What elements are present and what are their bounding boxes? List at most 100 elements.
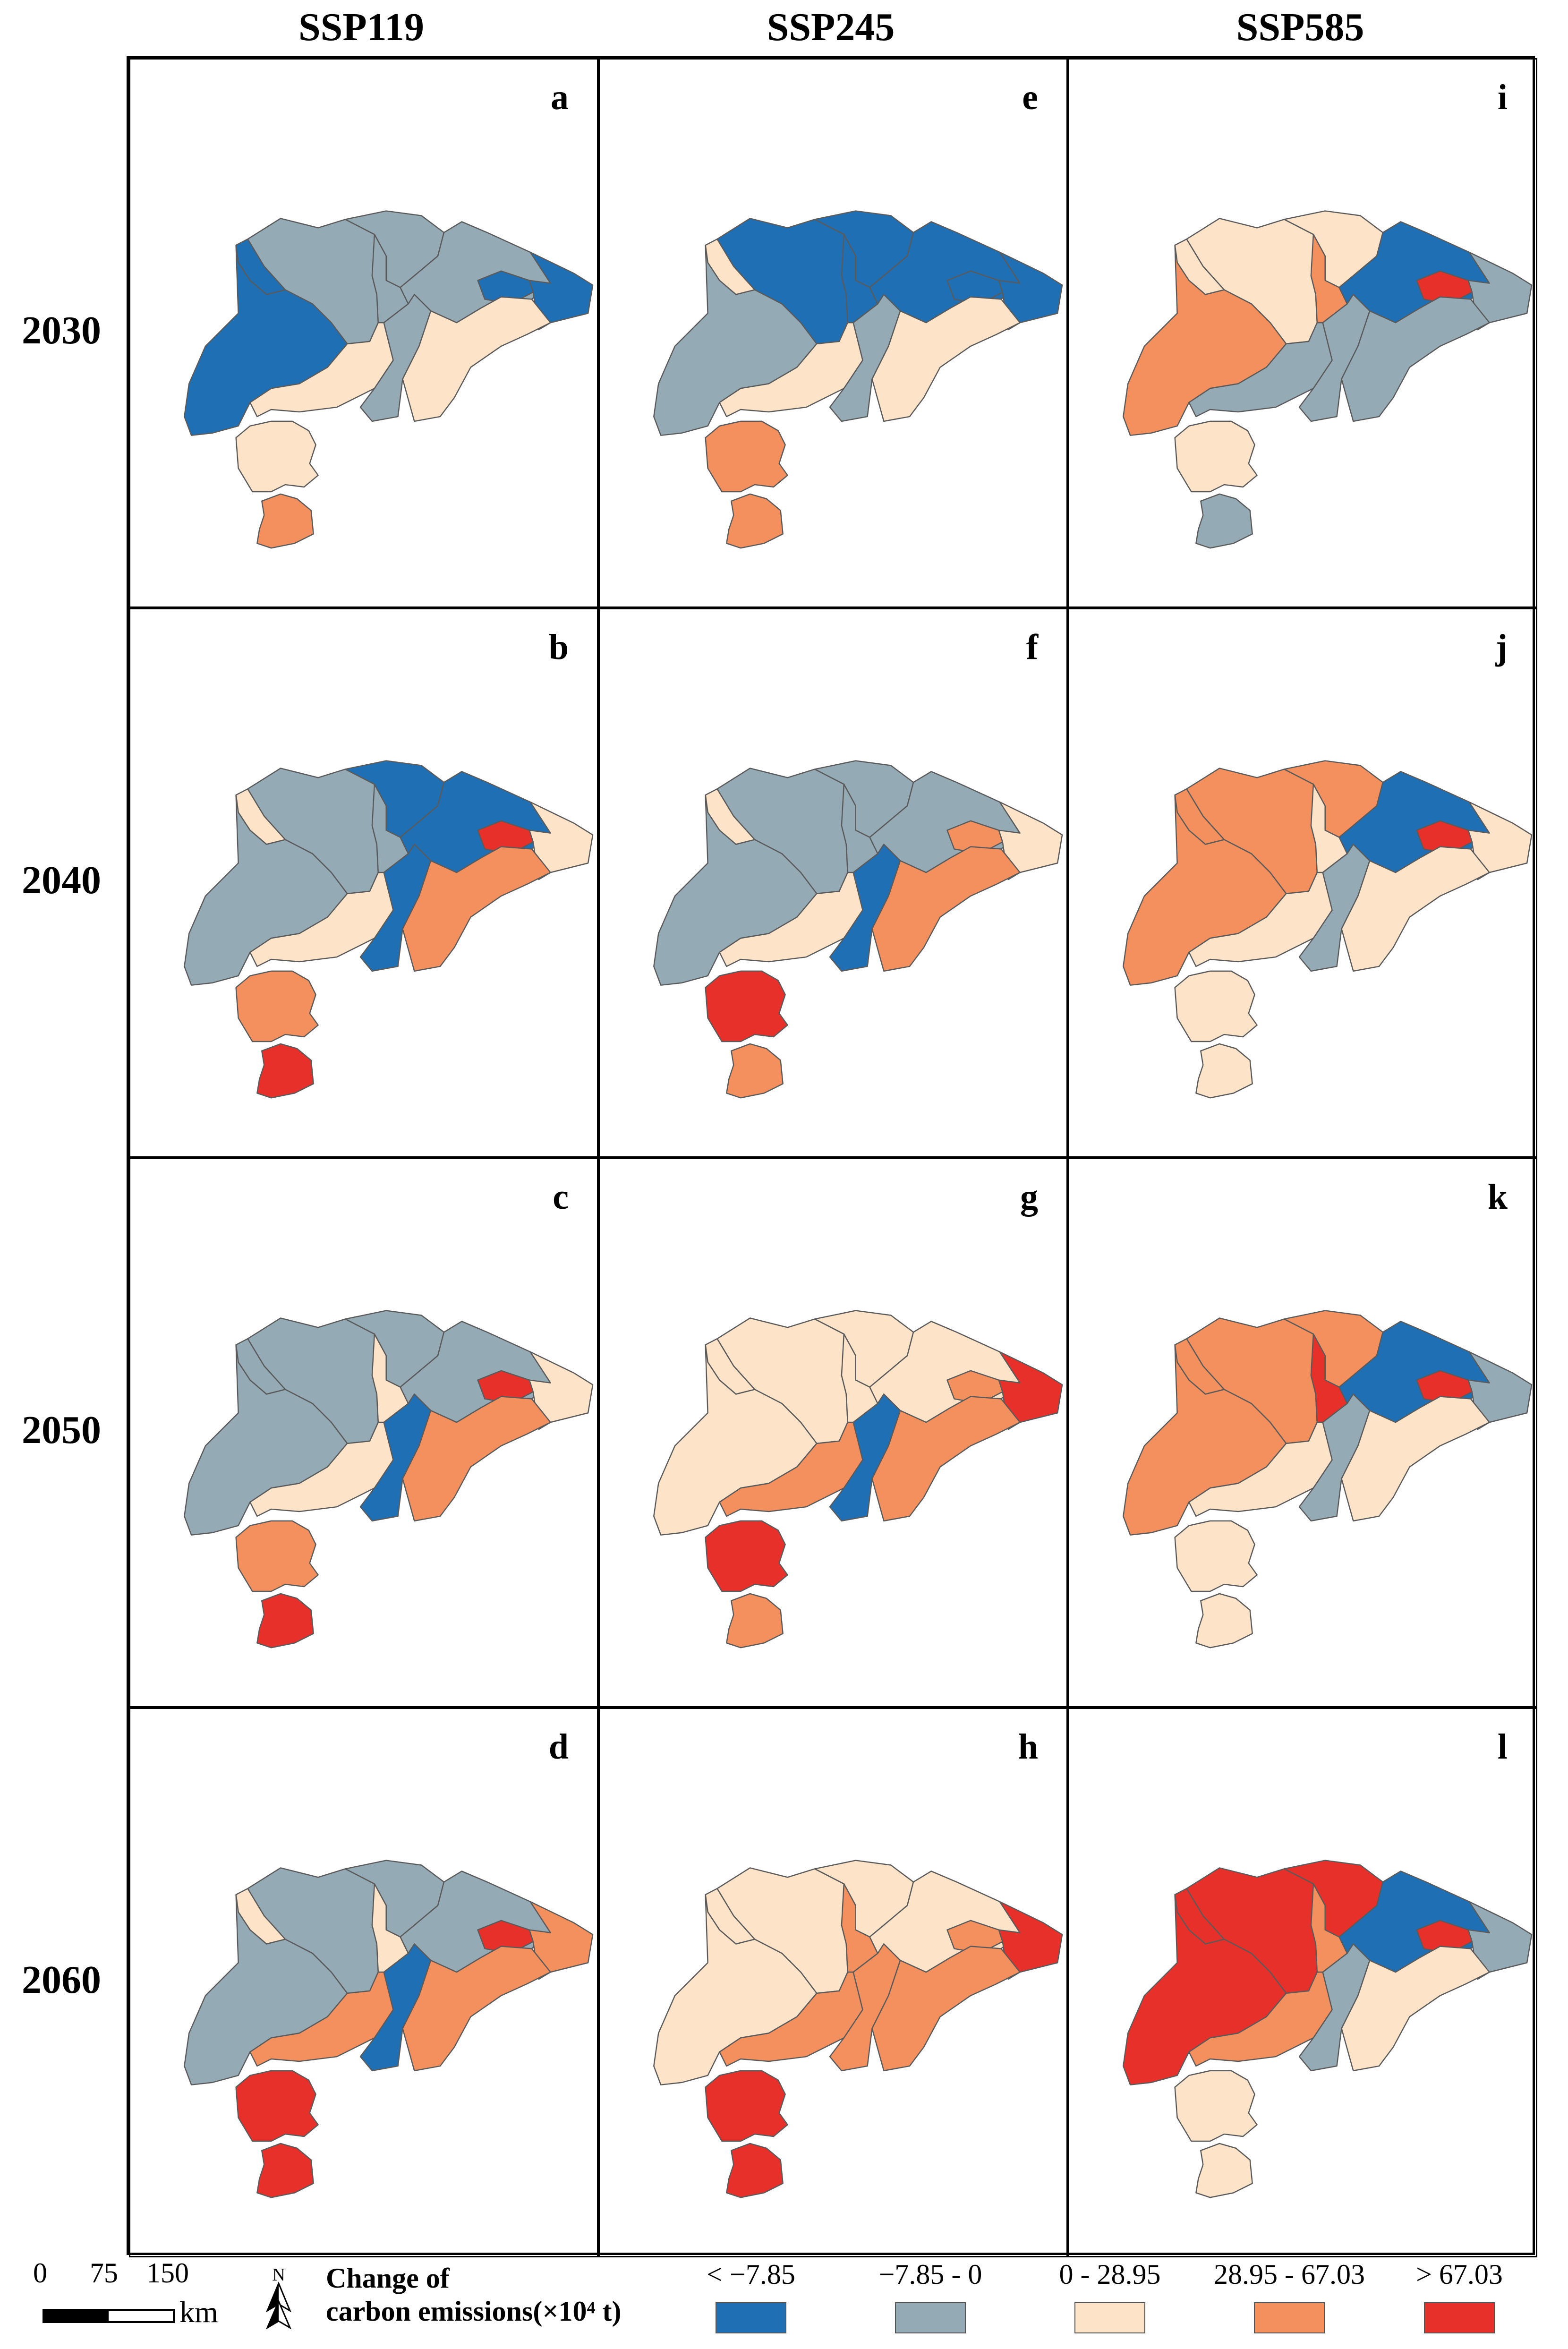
legend-title-line1: Change of [326,2263,450,2294]
map-panel-g[interactable]: g [598,1158,1068,1708]
map-panel-l[interactable]: l [1068,1708,1537,2257]
region-12[interactable] [402,1946,551,2072]
map-panel-d[interactable]: d [129,1708,598,2257]
legend-item-2: −7.85 - 0 [822,2258,1039,2333]
panel-letter: h [1018,1727,1038,1767]
region-13[interactable] [726,493,784,549]
region-12[interactable] [871,296,1021,422]
legend-swatch [1424,2302,1495,2333]
legend-label: 0 - 28.95 [1059,2259,1161,2290]
map-canvas [653,1860,1063,2198]
region-12[interactable] [871,1396,1021,1522]
legend-label: > 67.03 [1416,2259,1503,2290]
region-6[interactable] [1123,244,1287,436]
region-6[interactable] [1123,794,1287,986]
panel-letter: j [1495,627,1508,667]
region-10[interactable] [829,1393,901,1522]
region-13[interactable] [726,2143,784,2198]
map-panel-c[interactable]: c [129,1158,598,1708]
map-canvas [653,210,1063,549]
region-11[interactable] [235,1520,319,1592]
region-13[interactable] [256,2143,314,2198]
region-10[interactable] [1298,844,1371,972]
region-10[interactable] [829,844,901,972]
region-12[interactable] [1341,296,1490,422]
map-canvas [184,1860,594,2198]
region-11[interactable] [705,1520,788,1592]
map-panel-a[interactable]: a [129,58,598,608]
column-header-ssp119: SSP119 [298,5,425,49]
region-12[interactable] [1341,846,1490,972]
map-canvas [1123,1310,1533,1649]
map-panel-i[interactable]: i [1068,58,1537,608]
region-11[interactable] [235,420,319,493]
map-canvas [1123,1860,1533,2198]
region-10[interactable] [1298,294,1371,422]
legend-item-3: 0 - 28.95 [1001,2258,1219,2333]
region-11[interactable] [1174,1520,1258,1592]
region-6[interactable] [184,794,348,986]
region-11[interactable] [705,970,788,1042]
region-11[interactable] [705,2070,788,2142]
region-12[interactable] [1341,1946,1490,2072]
region-6[interactable] [653,1344,818,1536]
region-13[interactable] [726,1043,784,1099]
region-12[interactable] [402,296,551,422]
map-panel-f[interactable]: f [598,608,1068,1158]
region-12[interactable] [871,1946,1021,2072]
legend-title-line2: carbon emissions(×10⁴ t) [326,2296,622,2327]
map-panel-b[interactable]: b [129,608,598,1158]
panel-letter: d [548,1727,569,1767]
region-10[interactable] [1298,1943,1371,2072]
panel-letter: a [551,77,569,117]
region-10[interactable] [1298,1393,1371,1522]
region-10[interactable] [829,294,901,422]
region-13[interactable] [256,1593,314,1649]
legend-label: 28.95 - 67.03 [1214,2259,1365,2290]
region-11[interactable] [1174,2070,1258,2142]
region-6[interactable] [653,794,818,986]
region-10[interactable] [359,294,432,422]
region-13[interactable] [256,1043,314,1099]
region-10[interactable] [359,844,432,972]
north-arrow-icon: N [265,2265,292,2330]
panel-letter: k [1487,1177,1508,1217]
region-10[interactable] [829,1943,901,2072]
region-11[interactable] [235,970,319,1042]
region-12[interactable] [871,846,1021,972]
region-12[interactable] [1341,1396,1490,1522]
column-header-ssp585: SSP585 [1236,5,1364,49]
region-6[interactable] [184,1344,348,1536]
legend-swatch [1254,2302,1325,2333]
region-11[interactable] [705,420,788,493]
panel-letter: l [1497,1727,1508,1767]
region-10[interactable] [359,1393,432,1522]
legend-swatch [716,2302,786,2333]
region-12[interactable] [402,846,551,972]
map-panel-h[interactable]: h [598,1708,1068,2257]
region-6[interactable] [1123,1344,1287,1536]
scale-unit: km [179,2295,218,2329]
region-12[interactable] [402,1396,551,1522]
region-11[interactable] [235,2070,319,2142]
map-panel-k[interactable]: k [1068,1158,1537,1708]
region-6[interactable] [653,1894,818,2085]
region-13[interactable] [1195,2143,1253,2198]
region-13[interactable] [256,493,314,549]
region-13[interactable] [1195,493,1253,549]
region-13[interactable] [726,1593,784,1649]
map-panel-e[interactable]: e [598,58,1068,608]
map-panel-j[interactable]: j [1068,608,1537,1158]
region-13[interactable] [1195,1593,1253,1649]
region-6[interactable] [1123,1894,1287,2085]
region-6[interactable] [184,1894,348,2085]
panel-letter: b [548,627,569,667]
row-header-2030: 2030 [22,308,101,352]
panel-letter: f [1026,627,1038,667]
region-6[interactable] [653,244,818,436]
region-13[interactable] [1195,1043,1253,1099]
region-6[interactable] [184,244,348,436]
region-11[interactable] [1174,420,1258,493]
region-10[interactable] [359,1943,432,2072]
region-11[interactable] [1174,970,1258,1042]
